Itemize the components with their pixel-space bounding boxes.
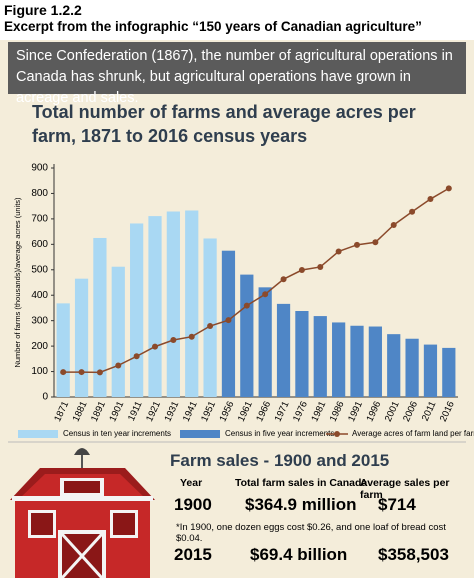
bar: [350, 325, 364, 397]
line-point: [354, 241, 360, 248]
barn-illustration: [10, 448, 155, 578]
legend-swatch: [334, 431, 340, 437]
line-point: [188, 333, 195, 340]
line-point: [207, 323, 214, 330]
bar: [93, 237, 107, 397]
bar: [313, 316, 327, 397]
bar: [166, 211, 180, 397]
y-tick-label: 300: [31, 315, 48, 326]
sales-cell: $364.9 million: [245, 495, 357, 514]
line-point: [298, 267, 305, 274]
legend-swatch: [180, 430, 220, 438]
bar: [111, 266, 125, 397]
line-point: [152, 343, 158, 350]
y-tick-label: 800: [31, 188, 48, 199]
bar: [185, 210, 199, 397]
line-point: [133, 353, 140, 360]
sales-cell: 1900: [174, 495, 212, 514]
line-point: [445, 185, 452, 192]
bar: [442, 347, 456, 397]
bar: [423, 344, 438, 397]
sales-cell: $358,503: [378, 545, 449, 564]
banner: [8, 42, 466, 94]
line-point: [96, 369, 103, 376]
sales-title: Farm sales - 1900 and 2015: [170, 451, 390, 470]
intro-text: Since Confederation (1867), the number o…: [16, 48, 453, 106]
line-point: [409, 208, 416, 215]
caption: Excerpt from the infographic “150 years …: [4, 19, 422, 34]
bar: [295, 310, 309, 397]
sales-cell: 2015: [174, 545, 212, 564]
sales-header: Total farm sales in Canada: [235, 477, 368, 489]
line-point: [427, 196, 434, 203]
line-point: [225, 317, 232, 324]
legend-swatch: [18, 430, 58, 438]
sales-header: Year: [180, 477, 203, 489]
y-tick-label: 900: [31, 163, 48, 174]
line-point: [335, 248, 342, 255]
y-tick-label: 100: [31, 366, 48, 377]
line-point: [262, 291, 269, 298]
sales-cell: $69.4 billion: [250, 545, 348, 564]
bar: [74, 278, 89, 397]
bar: [56, 303, 70, 397]
line-point: [78, 369, 85, 376]
bar: [240, 274, 254, 397]
bar: [368, 326, 382, 397]
legend-label: Average acres of farm land per farm: [352, 429, 474, 438]
line-point: [280, 276, 287, 283]
legend-label: Census in ten year increments: [63, 429, 171, 438]
bar: [405, 338, 419, 397]
line-point: [372, 239, 379, 246]
bar: [203, 238, 217, 397]
bar: [387, 334, 401, 397]
line-point: [243, 302, 250, 309]
y-tick-label: 600: [31, 239, 48, 250]
line-point: [115, 362, 122, 369]
bar: [148, 216, 162, 397]
sales-header: Average sales per farm: [360, 477, 450, 501]
y-tick-label: 0: [42, 392, 48, 403]
y-tick-label: 700: [31, 214, 48, 225]
figure-label: Figure 1.2.2: [4, 2, 82, 18]
bar: [332, 322, 346, 397]
bar: [276, 303, 291, 397]
line-point: [60, 369, 67, 376]
bar: [258, 287, 272, 397]
y-tick-label: 400: [31, 290, 48, 301]
bar: [221, 250, 236, 397]
sales-cell: $714: [378, 495, 416, 514]
sales-note: *In 1900, one dozen eggs cost $0.26, and…: [176, 522, 446, 544]
chart-title: Total number of farms and average acres …: [32, 102, 416, 146]
bar: [130, 223, 144, 397]
line-point: [390, 221, 397, 228]
y-tick-label: 200: [31, 341, 48, 352]
y-tick-label: 500: [31, 264, 48, 275]
line-point: [317, 263, 324, 270]
line: [63, 187, 450, 374]
y-axis-label: Number of farms (thousands)/average acre…: [13, 197, 22, 368]
legend-label: Census in five year increments: [225, 429, 334, 438]
line-point: [170, 337, 177, 344]
